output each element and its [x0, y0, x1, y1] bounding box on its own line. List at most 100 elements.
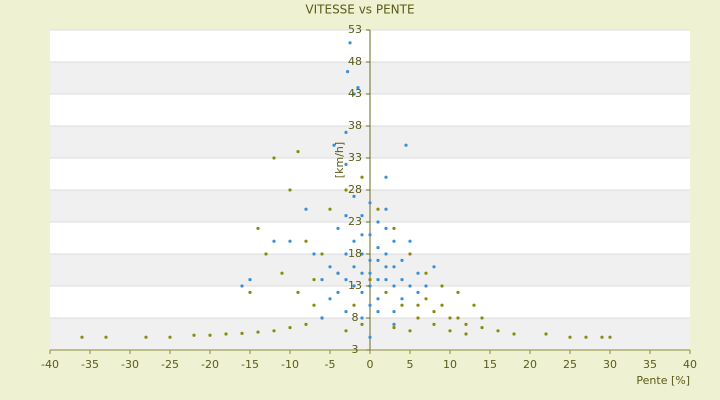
point — [280, 271, 284, 275]
point — [408, 252, 412, 256]
y-tick-label: 53 — [348, 23, 362, 36]
point — [288, 326, 292, 330]
point — [328, 207, 332, 211]
point — [416, 290, 420, 294]
point — [352, 303, 356, 307]
point — [544, 332, 548, 336]
point — [224, 332, 228, 336]
point — [272, 239, 276, 243]
point — [256, 226, 260, 230]
point — [312, 252, 316, 256]
point — [356, 86, 360, 90]
point — [248, 278, 252, 282]
x-tick-label: 20 — [523, 358, 537, 371]
x-tick-label: 10 — [443, 358, 457, 371]
point — [312, 303, 316, 307]
point — [496, 329, 500, 333]
point — [344, 310, 348, 314]
point — [332, 143, 336, 147]
point — [384, 265, 388, 269]
point — [320, 316, 324, 320]
point — [512, 332, 516, 336]
point — [304, 239, 308, 243]
point — [352, 239, 356, 243]
y-tick-label: 33 — [348, 151, 362, 164]
x-tick-label: -25 — [161, 358, 179, 371]
point — [360, 322, 364, 326]
point — [608, 335, 612, 339]
point — [480, 316, 484, 320]
x-tick-label: -15 — [241, 358, 259, 371]
x-tick-label: -35 — [81, 358, 99, 371]
point — [392, 239, 396, 243]
point — [344, 188, 348, 192]
x-tick-label: 30 — [603, 358, 617, 371]
point — [368, 258, 372, 262]
y-tick-label: 13 — [348, 279, 362, 292]
point — [384, 175, 388, 179]
point — [456, 290, 460, 294]
point — [296, 150, 300, 154]
point — [272, 156, 276, 160]
point — [464, 322, 468, 326]
point — [392, 326, 396, 330]
point — [80, 335, 84, 339]
point — [352, 265, 356, 269]
point — [248, 290, 252, 294]
point — [368, 335, 372, 339]
point — [360, 252, 364, 256]
point — [384, 278, 388, 282]
point — [104, 335, 108, 339]
point — [336, 226, 340, 230]
point — [336, 271, 340, 275]
y-tick-label: 18 — [348, 247, 362, 260]
point — [344, 130, 348, 134]
point — [448, 316, 452, 320]
point — [336, 290, 340, 294]
point — [472, 303, 476, 307]
point — [144, 335, 148, 339]
point — [296, 290, 300, 294]
point — [432, 310, 436, 314]
point — [288, 188, 292, 192]
point — [432, 265, 436, 269]
x-tick-label: -30 — [121, 358, 139, 371]
point — [408, 329, 412, 333]
point — [384, 226, 388, 230]
point — [328, 265, 332, 269]
x-tick-label: -5 — [325, 358, 336, 371]
point — [416, 271, 420, 275]
point — [320, 252, 324, 256]
y-tick-label: 3 — [352, 343, 359, 356]
point — [344, 329, 348, 333]
y-tick-label: 38 — [348, 119, 362, 132]
point — [440, 284, 444, 288]
point — [360, 316, 364, 320]
point — [256, 330, 260, 334]
point — [392, 226, 396, 230]
point — [400, 297, 404, 301]
point — [464, 332, 468, 336]
point — [416, 303, 420, 307]
point — [384, 290, 388, 294]
y-tick-label: 8 — [352, 311, 359, 324]
x-tick-label: 35 — [643, 358, 657, 371]
point — [360, 271, 364, 275]
point — [312, 278, 316, 282]
point — [368, 303, 372, 307]
point — [424, 297, 428, 301]
point — [360, 214, 364, 218]
point — [304, 207, 308, 211]
point — [600, 335, 604, 339]
y-tick-label: 43 — [348, 87, 362, 100]
y-tick-label: 28 — [348, 183, 362, 196]
point — [392, 322, 396, 326]
point — [448, 329, 452, 333]
point — [264, 252, 268, 256]
x-axis-title: Pente [%] — [636, 374, 690, 387]
y-axis-title: [km/h] — [333, 142, 346, 178]
point — [360, 290, 364, 294]
x-tick-label: -10 — [281, 358, 299, 371]
y-tick-label: 48 — [348, 55, 362, 68]
